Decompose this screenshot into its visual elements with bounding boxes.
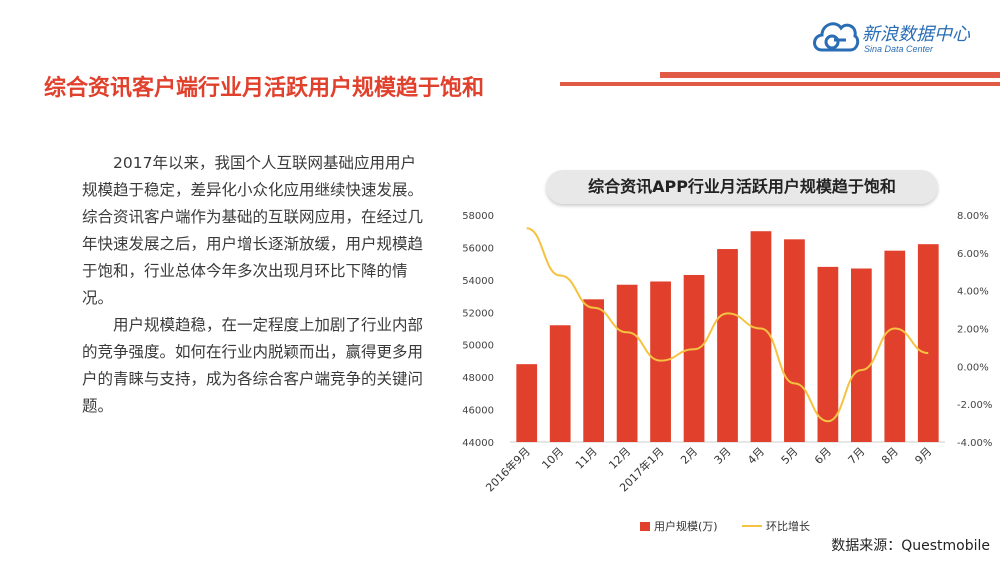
y-left-tick-label: 44000 [462, 438, 494, 449]
page-title: 综合资讯客户端行业月活跃用户规模趋于饱和 [44, 76, 485, 101]
y-right-tick-label: 0.00% [957, 362, 989, 373]
x-tick-label: 6月 [812, 445, 834, 467]
bar [817, 266, 839, 442]
x-tick-label: 11月 [573, 445, 600, 472]
logo: 新浪数据中心 Sina Data Center [810, 14, 995, 64]
y-right-tick-label: 6.00% [957, 249, 989, 260]
bar [884, 250, 906, 442]
x-tick-label: 3月 [712, 445, 734, 467]
legend-bar-label: 用户规模(万) [654, 519, 718, 533]
body-text: 2017年以来，我国个人互联网基础应用用户规模趋于稳定，差异化小众化应用继续快速… [82, 150, 430, 420]
y-left-tick-label: 46000 [462, 406, 494, 417]
x-tick-label: 8月 [879, 445, 901, 467]
y-left-tick-label: 58000 [462, 211, 494, 222]
combo-chart: 44000 46000 48000 50000 52000 54000 56000 58000… [462, 211, 992, 533]
y-left-tick-label: 50000 [462, 341, 494, 352]
y-left-tick-label: 48000 [462, 373, 494, 384]
x-tick-label: 9月 [912, 445, 934, 467]
bar [516, 364, 538, 442]
logo-name-cn: 新浪数据中心 [862, 24, 970, 45]
bar [917, 244, 939, 442]
source-note: 数据来源：Questmobile [831, 538, 990, 554]
y-right-tick-label: 8.00% [957, 211, 989, 222]
chart-title: 综合资讯APP行业月活跃用户规模趋于饱和 [546, 170, 938, 204]
x-tick-label: 7月 [846, 445, 868, 467]
bar [549, 325, 571, 442]
x-tick-label: 10月 [539, 445, 566, 472]
bar [650, 281, 671, 442]
y-right-tick-label: 2.00% [957, 325, 989, 336]
body-paragraph-1: 2017年以来，我国个人互联网基础应用用户规模趋于稳定，差异化小众化应用继续快速… [82, 154, 424, 307]
title-underline-bar [560, 82, 1000, 86]
x-tick-label: 2月 [678, 445, 700, 467]
y-right-tick-label: 4.00% [957, 287, 989, 298]
y-right-tick-label: -4.00% [957, 438, 992, 449]
x-tick-label: 12月 [606, 445, 633, 472]
bar [616, 284, 638, 442]
y-left-tick-label: 52000 [462, 308, 494, 319]
y-left-tick-label: 56000 [462, 243, 494, 254]
legend-bar-swatch [640, 522, 650, 531]
body-paragraph-2: 用户规模趋稳，在一定程度上加剧了行业内部的竞争强度。如何在行业内脱颖而出，赢得更… [82, 316, 424, 415]
bar [784, 239, 805, 442]
bar [750, 231, 772, 442]
bar [583, 299, 605, 442]
y-right-tick-label: -2.00% [957, 400, 992, 411]
cloud-logo-icon [813, 22, 860, 52]
legend-line-label: 环比增长 [766, 519, 810, 533]
logo-name-en: Sina Data Center [864, 44, 934, 54]
bar [683, 274, 705, 442]
y-left-tick-label: 54000 [462, 276, 494, 287]
title-accent-bar [660, 72, 1000, 78]
x-tick-label: 2016年9月 [483, 444, 533, 494]
bar [717, 249, 738, 442]
x-tick-label: 4月 [745, 445, 767, 467]
bar [850, 268, 872, 442]
x-tick-label: 5月 [779, 445, 801, 467]
